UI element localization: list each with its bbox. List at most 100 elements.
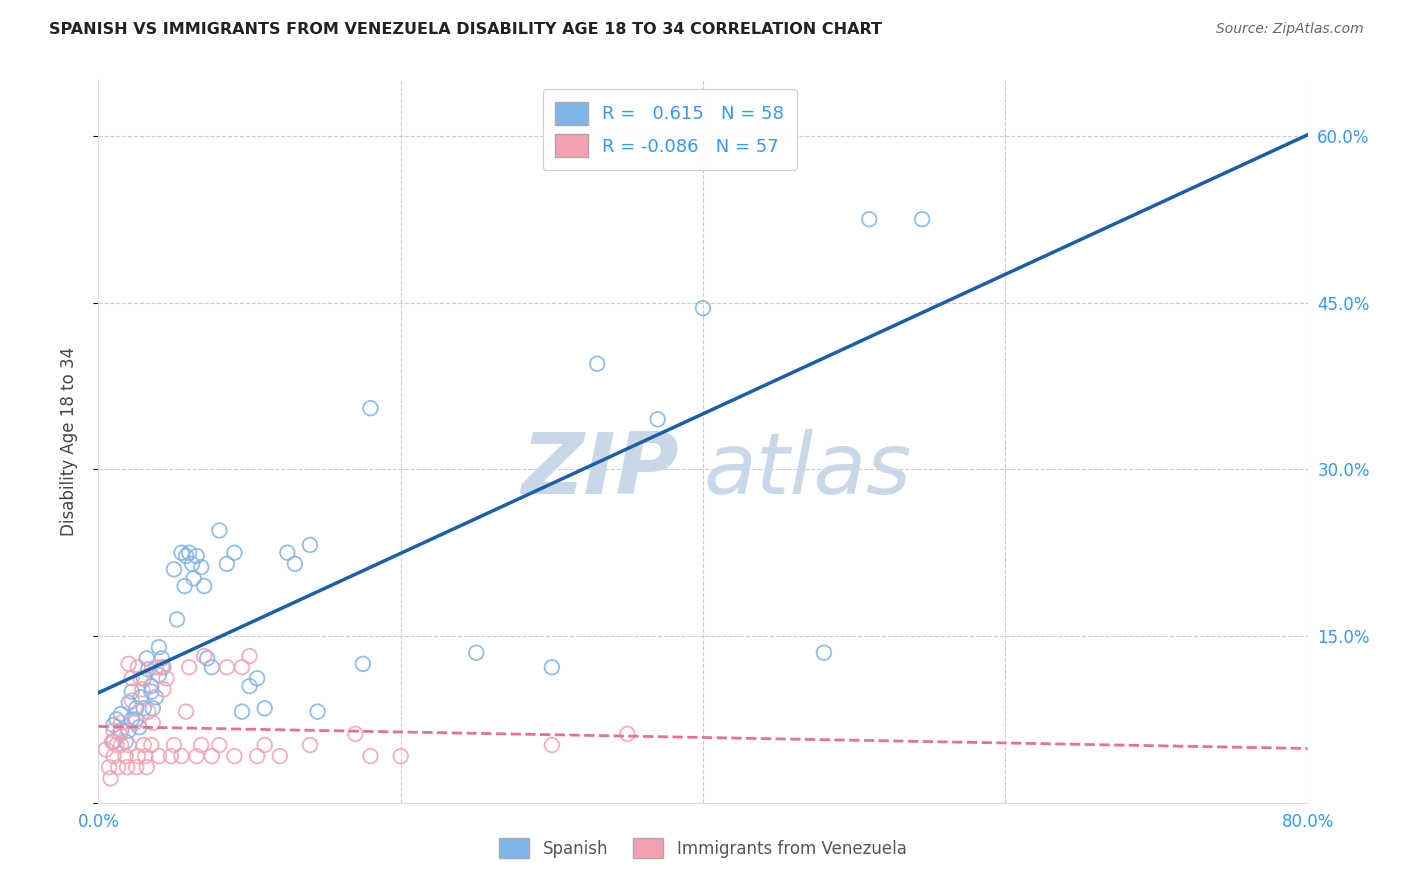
Point (170, 546, 193, 560)
Y-axis label: Disability Age 18 to 34: Disability Age 18 to 34 (59, 347, 77, 536)
Point (103, 749, 125, 764)
Point (208, 738, 231, 752)
Point (389, 749, 412, 764)
Point (360, 401, 382, 416)
Point (163, 738, 186, 752)
Point (129, 690, 152, 705)
Text: ZIP: ZIP (522, 429, 679, 512)
Point (299, 738, 322, 752)
Point (101, 734, 124, 748)
Point (201, 749, 224, 764)
Point (616, 727, 638, 741)
Point (174, 549, 197, 563)
Point (107, 760, 129, 774)
Point (110, 706, 132, 721)
Point (299, 538, 322, 552)
Point (253, 701, 276, 715)
Point (152, 682, 174, 697)
Point (692, 301, 714, 315)
Point (208, 524, 231, 538)
Point (215, 557, 238, 571)
Point (118, 657, 141, 671)
Point (231, 705, 253, 719)
Point (173, 579, 195, 593)
Point (239, 679, 262, 693)
Point (132, 671, 155, 685)
Point (160, 749, 183, 764)
Point (110, 715, 132, 730)
Point (163, 562, 186, 576)
Point (118, 696, 141, 710)
Point (246, 671, 269, 685)
Point (98, 760, 121, 774)
Point (231, 660, 253, 674)
Point (105, 713, 128, 727)
Point (540, 660, 562, 674)
Point (166, 612, 188, 626)
Point (124, 715, 146, 730)
Point (190, 738, 212, 752)
Point (181, 557, 204, 571)
Point (224, 546, 246, 560)
Text: atlas: atlas (703, 429, 911, 512)
Point (284, 557, 307, 571)
Point (253, 738, 276, 752)
Point (195, 651, 218, 665)
Point (114, 734, 136, 748)
Point (115, 760, 138, 774)
Point (132, 701, 155, 715)
Point (110, 738, 132, 752)
Point (135, 760, 157, 774)
Legend: Spanish, Immigrants from Venezuela: Spanish, Immigrants from Venezuela (491, 830, 915, 867)
Point (129, 671, 152, 685)
Point (201, 660, 224, 674)
Point (121, 671, 143, 685)
Point (170, 749, 193, 764)
Point (142, 701, 165, 715)
Point (186, 749, 208, 764)
Point (307, 705, 329, 719)
Point (136, 705, 159, 719)
Point (813, 646, 835, 660)
Point (103, 723, 125, 738)
Point (121, 684, 143, 698)
Point (224, 749, 246, 764)
Point (179, 660, 201, 674)
Point (145, 690, 167, 705)
Point (118, 738, 141, 752)
Point (125, 701, 148, 715)
Point (186, 549, 208, 563)
Point (132, 738, 155, 752)
Point (100, 772, 122, 786)
Point (269, 749, 291, 764)
Point (190, 560, 212, 574)
Point (94, 742, 117, 756)
Point (647, 412, 669, 426)
Point (911, 212, 934, 227)
Point (141, 684, 163, 698)
Point (103, 718, 125, 732)
Point (174, 705, 197, 719)
Point (246, 749, 269, 764)
Point (134, 749, 156, 764)
Point (276, 546, 298, 560)
Point (148, 749, 170, 764)
Point (150, 651, 173, 665)
Point (136, 662, 159, 676)
Point (360, 749, 382, 764)
Text: SPANISH VS IMMIGRANTS FROM VENEZUELA DISABILITY AGE 18 TO 34 CORRELATION CHART: SPANISH VS IMMIGRANTS FROM VENEZUELA DIS… (49, 22, 882, 37)
Point (125, 713, 148, 727)
Point (586, 357, 609, 371)
Point (148, 640, 170, 655)
Point (540, 738, 562, 752)
Point (125, 760, 148, 774)
Point (114, 749, 136, 764)
Point (858, 212, 880, 227)
Point (141, 679, 163, 693)
Point (155, 671, 177, 685)
Point (142, 715, 165, 730)
Point (150, 660, 173, 674)
Point (193, 649, 215, 664)
Point (127, 749, 149, 764)
Point (152, 660, 174, 674)
